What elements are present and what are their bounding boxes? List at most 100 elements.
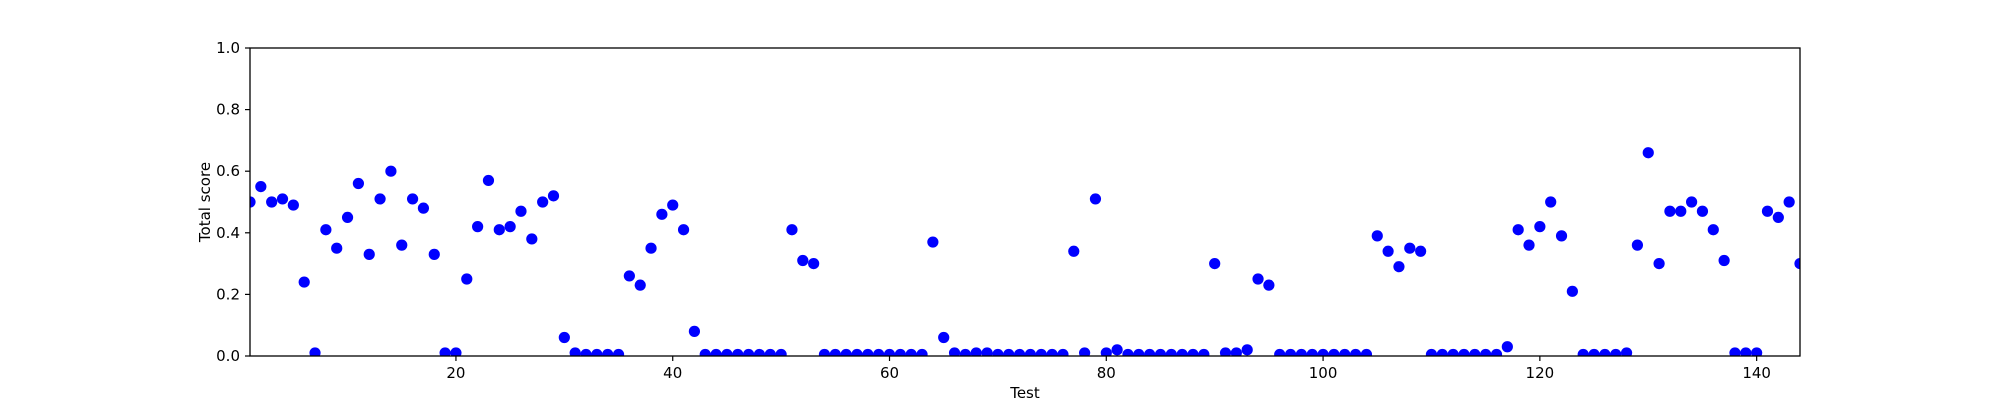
data-point [1415,245,1427,257]
data-point [591,348,603,356]
data-point [710,348,722,356]
data-point [1772,211,1784,223]
data-point [840,348,852,356]
data-point [1079,347,1091,356]
data-point [406,193,419,205]
data-point [829,348,841,356]
data-point [287,199,299,211]
data-point [1122,348,1134,356]
data-point [1566,285,1578,297]
data-point [873,348,885,356]
data-point [883,348,896,356]
data-point [1588,348,1600,356]
data-point [352,177,364,190]
data-point [1295,348,1307,356]
data-point [938,331,950,344]
data-point [1642,147,1654,159]
data-point [526,233,538,245]
data-point [1610,348,1622,356]
data-point [1371,230,1383,242]
data-point [1696,205,1709,217]
data-point [1144,348,1156,356]
data-point [1382,245,1394,257]
data-point [1512,224,1524,236]
data-point [818,348,831,356]
y-tick-label: 0.2 [216,285,240,303]
axes-frame [249,47,1801,357]
data-point [764,348,776,356]
data-point [992,348,1004,356]
data-point [504,221,516,233]
data-point [1729,347,1741,356]
data-point [743,348,755,356]
data-point [1013,348,1026,356]
data-point [1783,196,1795,208]
data-point [1534,221,1546,233]
data-point [927,236,939,248]
data-point [688,325,701,337]
data-point [1339,348,1351,356]
data-point [1252,273,1264,285]
data-point [1794,258,1800,270]
data-point [699,348,711,356]
x-tick-label: 140 [1742,364,1771,382]
data-point [602,348,614,356]
data-point [1425,348,1438,356]
data-point [1458,348,1470,356]
data-point [970,347,982,356]
data-point [363,248,375,260]
data-point [558,331,570,344]
y-axis-ticks: 0.0 0.2 0.4 0.6 0.8 1.0 [216,39,250,365]
data-point [439,347,451,356]
data-point [1328,348,1340,356]
data-point [851,348,863,356]
data-point [515,205,527,217]
data-point [461,273,473,285]
data-point [1751,347,1763,356]
data-point [623,270,635,282]
x-tick-label: 60 [880,364,899,382]
data-point [1176,348,1188,356]
y-tick-label: 0.6 [216,162,240,180]
data-point [1263,279,1275,291]
data-point [916,348,928,356]
data-point [255,181,267,193]
data-point [1631,239,1644,251]
data-point [1209,258,1221,270]
x-axis-label: Test [1009,384,1040,400]
y-tick-label: 0.8 [216,101,240,119]
data-point [1447,348,1459,356]
data-point [753,348,766,356]
data-point [1187,348,1199,356]
data-point [537,196,549,208]
data-point [786,224,798,236]
x-tick-label: 100 [1309,364,1338,382]
data-point [1599,348,1611,356]
data-points [250,147,1800,356]
data-point [1111,344,1123,356]
data-point [1761,205,1774,217]
data-point [1360,348,1373,356]
data-point [428,248,440,260]
x-tick-label: 120 [1526,364,1555,382]
data-point [721,348,733,356]
data-point [266,196,278,208]
data-point [1046,348,1058,356]
data-point [1133,348,1145,356]
data-point [374,193,386,205]
data-point [493,224,505,236]
data-point [1024,348,1037,356]
data-point [1154,348,1167,356]
data-point [1057,348,1069,356]
data-point [1284,348,1297,356]
data-point [634,279,646,291]
data-point [797,254,809,267]
data-point [1653,258,1665,270]
data-point [298,276,310,288]
data-point [450,347,462,356]
data-point [309,347,321,356]
data-point [320,224,332,236]
data-point [1100,347,1112,356]
data-point [1436,348,1448,356]
